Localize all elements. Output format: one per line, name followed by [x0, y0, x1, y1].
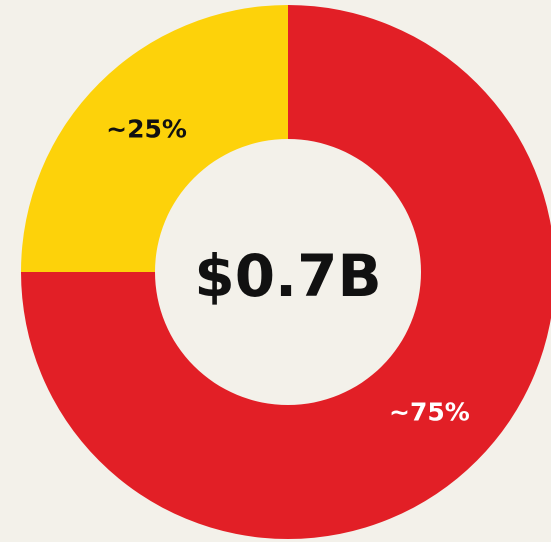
- slice: [21, 5, 551, 539]
- center-label: $0.7B: [194, 242, 381, 310]
- value-label: ~25%: [106, 115, 187, 144]
- value-label: ~75%: [389, 397, 470, 426]
- slice: [21, 5, 288, 272]
- slices: [21, 5, 551, 539]
